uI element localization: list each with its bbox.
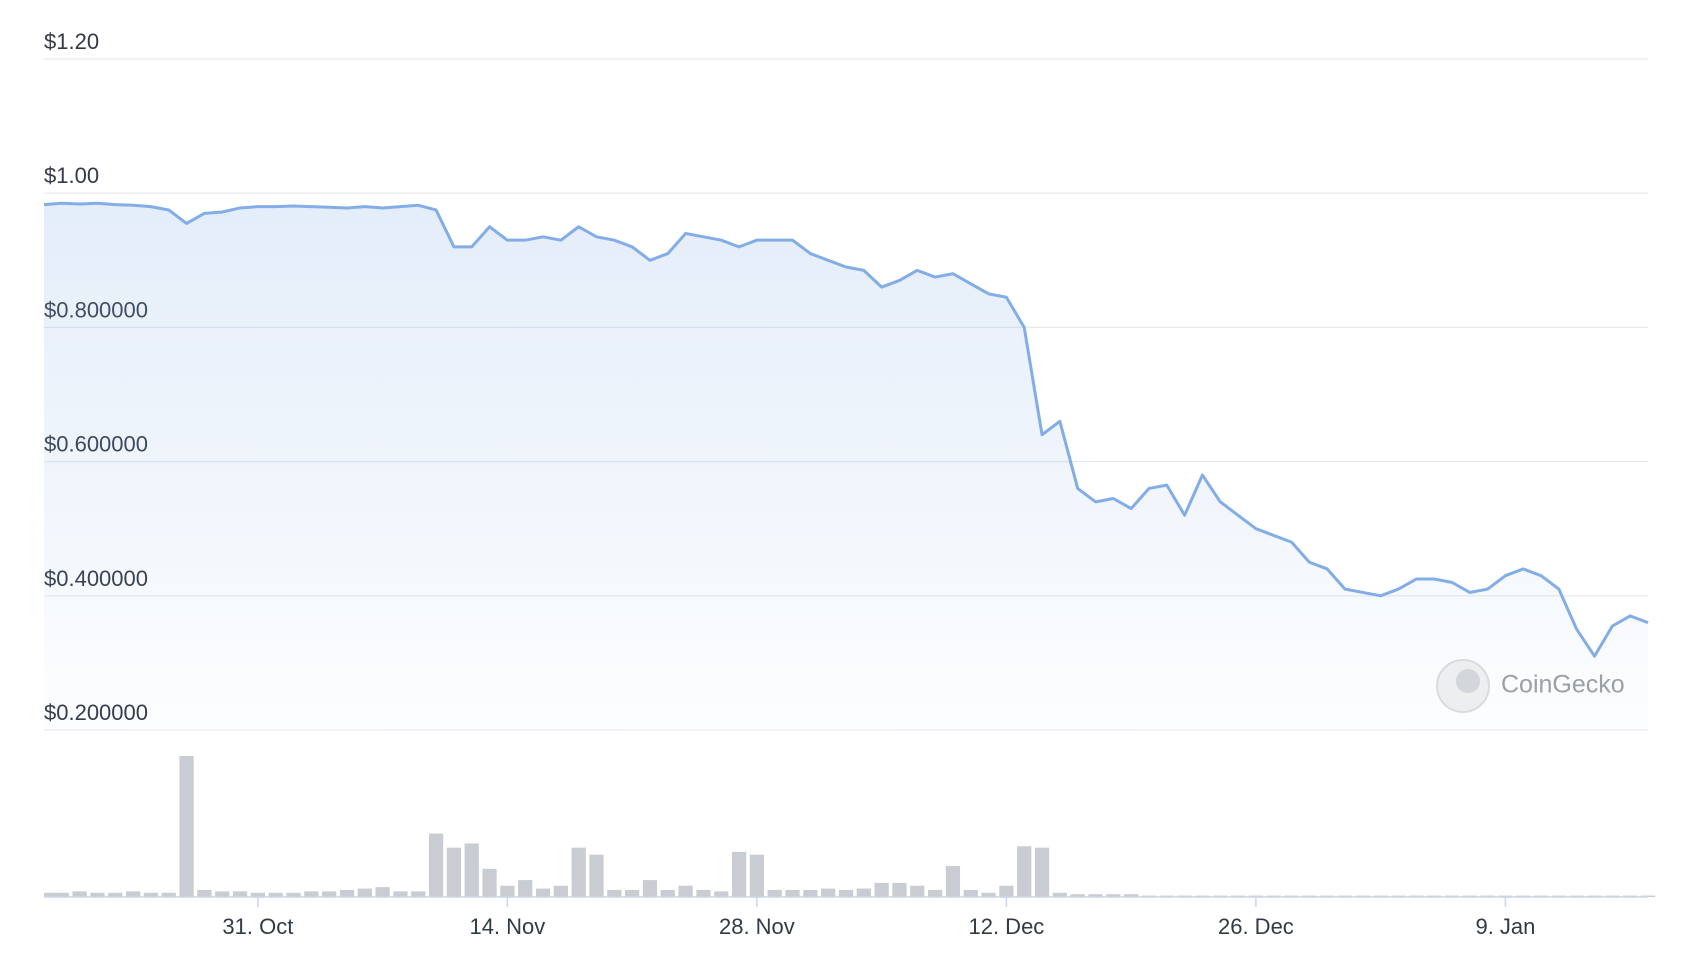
x-tick-label: 31. Oct (222, 914, 293, 939)
volume-bar (1052, 892, 1067, 897)
volume-bar (375, 887, 390, 897)
volume-bar (696, 889, 711, 897)
volume-bar (428, 833, 444, 897)
volume-bar (304, 891, 319, 897)
x-axis: 31. Oct 14. Nov 28. Nov 12. Dec 26. Dec 9. Ja… (44, 896, 1648, 939)
volume-bar (1017, 846, 1032, 897)
volume-bar (1070, 894, 1085, 897)
watermark-logo-eye (1456, 669, 1480, 693)
x-tick-label: 26. Dec (1218, 914, 1294, 939)
volume-bar (535, 888, 551, 897)
watermark-text: CoinGecko (1501, 671, 1625, 699)
volume-bar (678, 885, 693, 897)
volume-bar (571, 847, 586, 897)
volume-bar (357, 888, 372, 897)
volume-bar (607, 889, 622, 897)
volume-bar (232, 891, 248, 897)
volume-bar (785, 889, 800, 897)
price-area (44, 203, 1648, 730)
volume-bar (910, 885, 925, 897)
volume-bar (714, 891, 729, 897)
volume-bar (821, 888, 836, 897)
volume-bar (250, 892, 265, 897)
volume-bar (803, 889, 818, 897)
volume-bar (143, 892, 159, 897)
volume-bar (54, 892, 69, 897)
volume-bar (286, 892, 301, 897)
volume-bar (125, 891, 141, 897)
volume-bar (1106, 894, 1121, 897)
volume-bar (268, 892, 283, 897)
volume-bars (44, 756, 1656, 897)
volume-bar (963, 889, 978, 897)
volume-bar (553, 885, 568, 897)
volume-bar (1088, 894, 1103, 897)
volume-bar (446, 847, 462, 897)
volume-bar (464, 843, 479, 897)
volume-bar (72, 891, 87, 897)
volume-bar (856, 888, 871, 897)
x-tick-label: 14. Nov (469, 914, 545, 939)
volume-bar (660, 889, 675, 897)
volume-bar (1124, 894, 1139, 897)
watermark: CoinGecko (1436, 659, 1625, 713)
volume-bar (411, 891, 426, 897)
volume-bar (44, 892, 59, 897)
volume-bar (731, 851, 747, 897)
volume-bar (838, 889, 854, 897)
volume-bar (179, 756, 194, 897)
volume-bar (892, 882, 907, 897)
volume-bar (927, 889, 943, 897)
volume-bar (322, 891, 337, 897)
x-tick-label: 9. Jan (1475, 914, 1535, 939)
volume-bar (90, 892, 105, 897)
volume-bar (767, 889, 782, 897)
x-tick-label: 28. Nov (719, 914, 795, 939)
volume-bar (339, 889, 355, 897)
volume-bar (981, 892, 996, 897)
volume-bar (482, 868, 497, 897)
volume-bar (625, 889, 640, 897)
volume-bar (945, 865, 961, 897)
volume-bar (393, 891, 408, 897)
volume-bar (215, 891, 230, 897)
price-plot (43, 201, 1649, 730)
volume-bar (108, 892, 123, 897)
volume-bar (161, 892, 176, 897)
x-tick-label: 12. Dec (968, 914, 1044, 939)
price-line (43, 201, 1649, 658)
volume-bar (518, 880, 533, 897)
volume-bar (874, 882, 889, 897)
volume-bar (500, 885, 515, 897)
volume-bar (999, 885, 1014, 897)
y-tick-label: $1.20 (44, 29, 99, 54)
volume-bar (642, 880, 658, 897)
volume-bar (1034, 847, 1050, 897)
y-tick-label: $1.00 (44, 163, 99, 188)
volume-bar (589, 854, 604, 897)
volume-bar (197, 889, 212, 897)
volume-bar (749, 854, 765, 897)
